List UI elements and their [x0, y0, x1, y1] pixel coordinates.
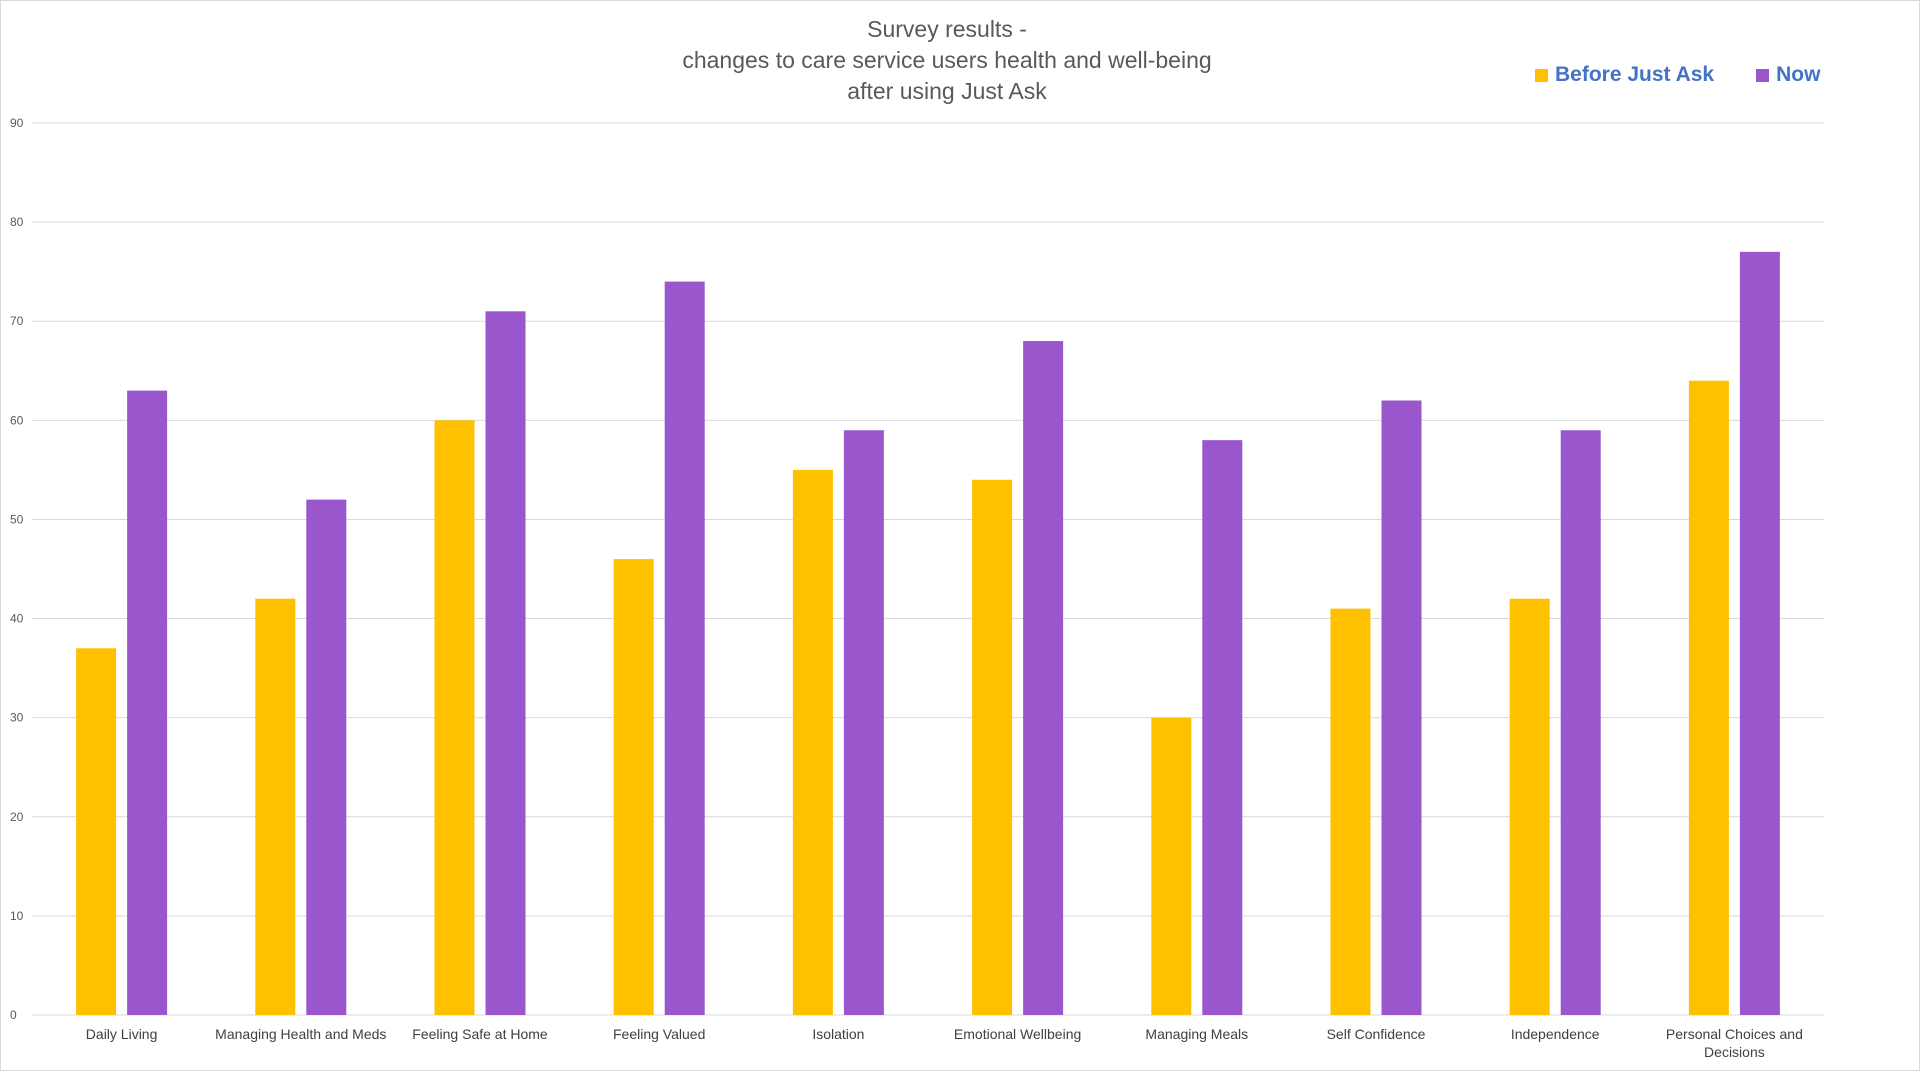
- x-category-label: Emotional Wellbeing: [954, 1026, 1081, 1042]
- y-tick-label: 30: [10, 711, 24, 725]
- bar-before-independence: [1509, 598, 1550, 1015]
- bar-before-isolation: [792, 469, 833, 1015]
- bar-now-self-confidence: [1381, 400, 1422, 1015]
- legend-label-before: Before Just Ask: [1555, 63, 1715, 86]
- bar-before-managing-health-and-meds: [255, 598, 296, 1015]
- legend-item-now: Now: [1756, 63, 1820, 87]
- x-axis-category-labels: Daily Living Managing Health and Meds Feel…: [86, 1026, 1803, 1060]
- bar-before-feeling-safe-at-home: [434, 420, 475, 1015]
- bar-now-isolation: [843, 430, 884, 1015]
- y-tick-label: 0: [10, 1008, 17, 1022]
- chart-title-line-2: changes to care service users health and…: [682, 47, 1212, 73]
- bar-before-feeling-valued: [613, 559, 654, 1015]
- chart-legend: Before Just Ask Now: [1535, 60, 1820, 90]
- bar-now-managing-health-and-meds: [306, 499, 347, 1016]
- y-axis-tick-labels: 0 10 20 30 40 50 60 70 80 90: [10, 116, 24, 1022]
- x-category-label: Managing Health and Meds: [215, 1026, 386, 1042]
- bar-before-emotional-wellbeing: [972, 479, 1013, 1015]
- y-tick-label: 90: [10, 116, 24, 130]
- legend-swatch-before: [1535, 68, 1548, 82]
- bars: [76, 251, 1780, 1016]
- y-tick-label: 10: [10, 909, 24, 923]
- x-category-label: Managing Meals: [1145, 1026, 1248, 1042]
- bar-before-personal-choices-and-decisions: [1688, 380, 1729, 1015]
- chart-title: Survey results - changes to care service…: [0, 14, 1894, 107]
- x-category-label: Feeling Safe at Home: [412, 1026, 548, 1042]
- y-tick-label: 60: [10, 413, 24, 427]
- bar-before-self-confidence: [1330, 608, 1371, 1015]
- bar-now-daily-living: [127, 390, 168, 1016]
- bar-before-daily-living: [76, 648, 117, 1015]
- y-tick-label: 40: [10, 612, 24, 626]
- x-category-label: Self Confidence: [1327, 1026, 1426, 1042]
- x-category-label: Personal Choices and Decisions: [1666, 1026, 1803, 1060]
- bar-now-feeling-valued: [664, 281, 705, 1016]
- y-tick-label: 80: [10, 215, 24, 229]
- legend-swatch-now: [1756, 68, 1770, 82]
- bar-now-managing-meals: [1202, 440, 1243, 1016]
- y-tick-label: 50: [10, 512, 24, 526]
- bar-now-emotional-wellbeing: [1023, 341, 1064, 1015]
- gridlines: [32, 122, 1824, 1016]
- chart-title-line-1: Survey results -: [867, 16, 1027, 42]
- chart-title-line-3: after using Just Ask: [847, 78, 1047, 104]
- y-tick-label: 20: [10, 810, 24, 824]
- bar-now-feeling-safe-at-home: [485, 311, 526, 1015]
- bar-before-managing-meals: [1151, 717, 1192, 1015]
- bar-now-personal-choices-and-decisions: [1739, 251, 1780, 1015]
- bar-now-independence: [1560, 430, 1601, 1015]
- legend-item-before: Before Just Ask: [1535, 63, 1714, 87]
- x-category-label: Daily Living: [86, 1026, 158, 1042]
- x-category-label: Independence: [1511, 1026, 1600, 1042]
- x-category-label: Feeling Valued: [613, 1026, 705, 1042]
- y-tick-label: 70: [10, 314, 24, 328]
- x-category-label: Isolation: [812, 1026, 864, 1042]
- legend-label-now: Now: [1776, 63, 1821, 86]
